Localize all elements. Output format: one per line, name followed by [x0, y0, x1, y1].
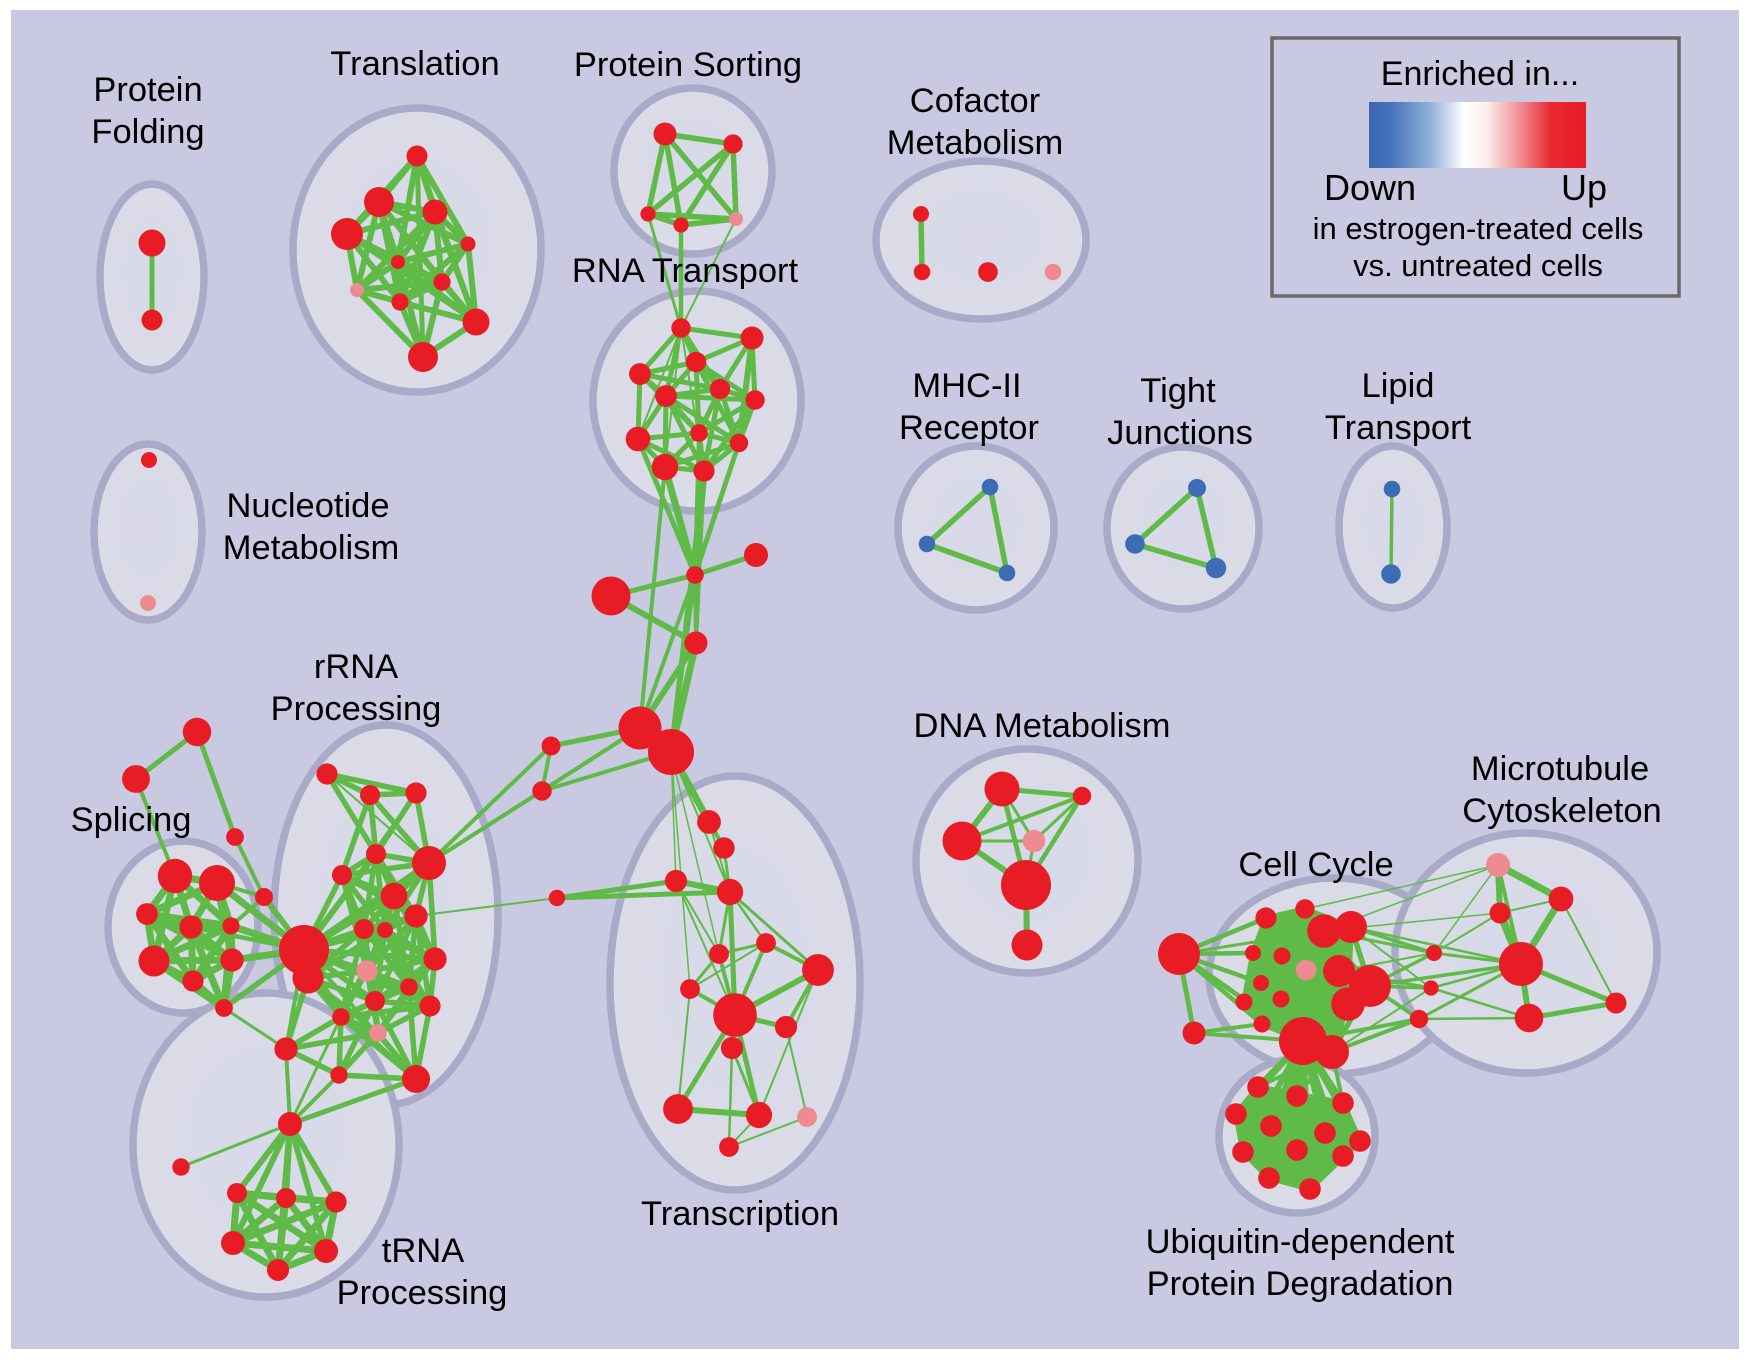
svg-text:Metabolism: Metabolism	[887, 124, 1063, 162]
svg-text:Transport: Transport	[1325, 409, 1472, 447]
svg-text:Protein Degradation: Protein Degradation	[1147, 1265, 1454, 1303]
svg-text:rRNA: rRNA	[314, 648, 398, 686]
svg-text:RNA Transport: RNA Transport	[572, 252, 799, 290]
svg-text:Enriched in...: Enriched in...	[1381, 55, 1579, 93]
svg-text:vs. untreated cells: vs. untreated cells	[1353, 248, 1603, 283]
svg-text:Splicing: Splicing	[71, 801, 192, 839]
svg-text:Lipid: Lipid	[1362, 367, 1435, 405]
svg-text:Tight: Tight	[1140, 372, 1216, 410]
svg-text:Cytoskeleton: Cytoskeleton	[1462, 792, 1661, 830]
svg-text:Folding: Folding	[91, 113, 204, 151]
svg-text:Ubiquitin-dependent: Ubiquitin-dependent	[1146, 1223, 1455, 1261]
svg-text:Cofactor: Cofactor	[910, 82, 1040, 120]
svg-text:Down: Down	[1324, 167, 1416, 208]
svg-text:Microtubule: Microtubule	[1471, 750, 1649, 788]
svg-text:Receptor: Receptor	[899, 409, 1039, 447]
svg-text:Transcription: Transcription	[641, 1195, 839, 1233]
svg-text:Protein Sorting: Protein Sorting	[574, 46, 802, 84]
svg-text:Cell Cycle: Cell Cycle	[1238, 846, 1393, 884]
svg-text:Nucleotide: Nucleotide	[226, 487, 389, 525]
svg-text:Up: Up	[1561, 167, 1607, 208]
svg-text:DNA Metabolism: DNA Metabolism	[914, 707, 1171, 745]
svg-text:Translation: Translation	[330, 45, 499, 83]
svg-text:Junctions: Junctions	[1107, 414, 1253, 452]
svg-text:MHC-II: MHC-II	[912, 367, 1021, 405]
svg-text:Processing: Processing	[337, 1274, 508, 1312]
svg-text:Processing: Processing	[271, 690, 442, 728]
svg-text:in estrogen-treated cells: in estrogen-treated cells	[1313, 211, 1644, 246]
svg-text:tRNA: tRNA	[382, 1232, 464, 1270]
svg-text:Protein: Protein	[93, 71, 202, 109]
svg-text:Metabolism: Metabolism	[223, 529, 399, 567]
